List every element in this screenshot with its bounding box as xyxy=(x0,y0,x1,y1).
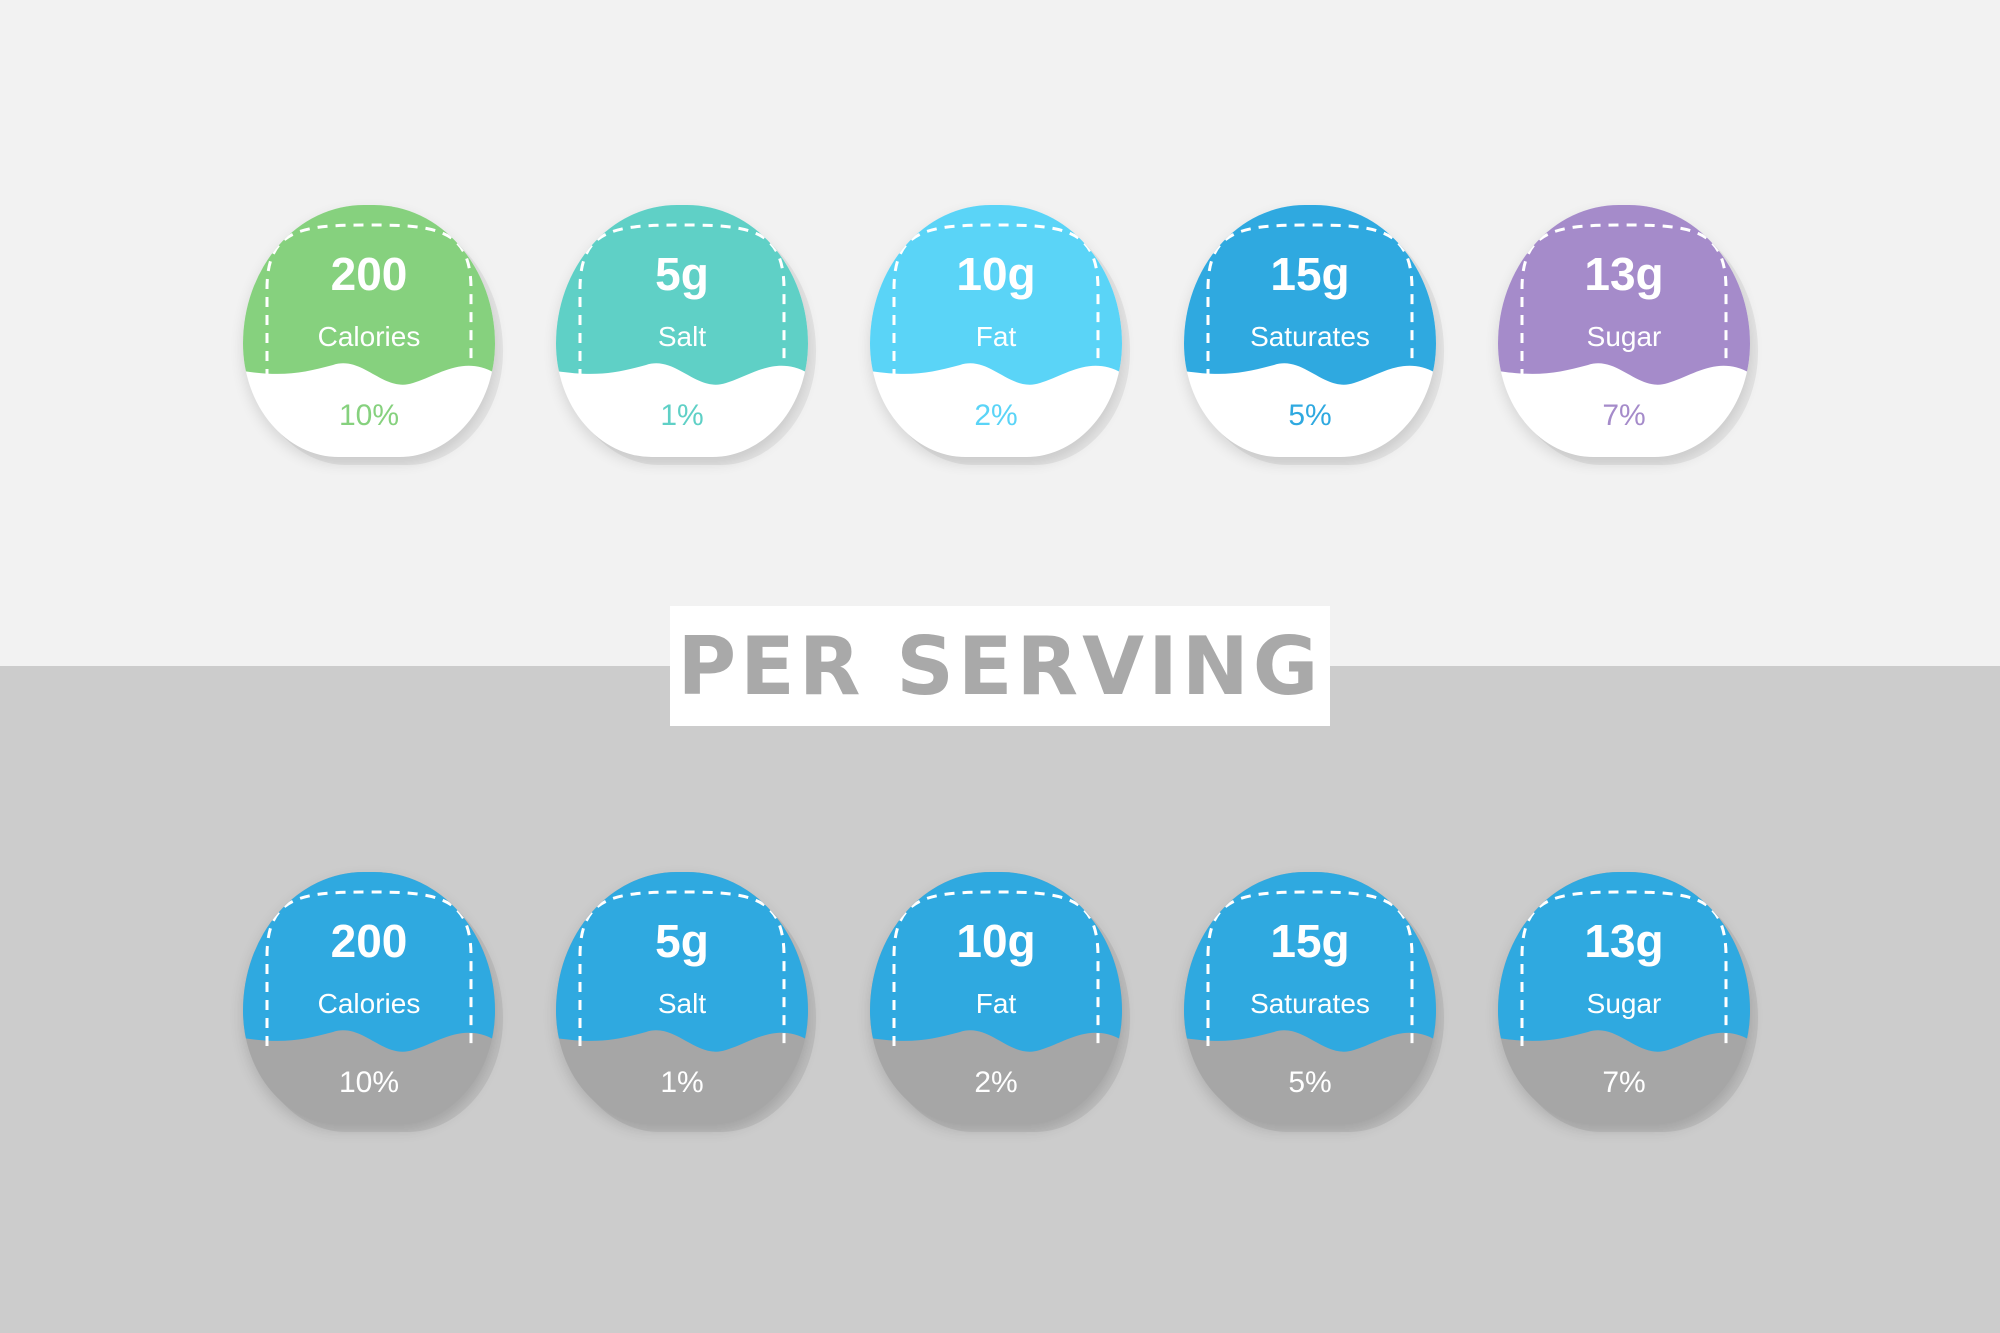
dashed-border xyxy=(1520,223,1728,379)
wave-fill xyxy=(1184,205,1436,385)
daily-percent: 5% xyxy=(1288,399,1332,432)
daily-percent: 5% xyxy=(1288,1066,1332,1099)
top-badge-row: 200 Calories 10% 5g Salt 1% 10g Fat 2% 1… xyxy=(0,205,2000,465)
wave-fill xyxy=(243,872,495,1052)
daily-percent: 7% xyxy=(1602,1066,1646,1099)
saturates-badge: 15g Saturates 5% xyxy=(1184,205,1436,457)
daily-percent: 10% xyxy=(338,399,400,432)
wave-fill xyxy=(243,205,495,385)
nutrient-label: Saturates xyxy=(1250,988,1370,1019)
daily-percent: 10% xyxy=(338,1066,400,1099)
calories-badge: 200 Calories 10% xyxy=(243,205,495,457)
nutrient-label: Saturates xyxy=(1250,321,1370,352)
nutrient-value: 13g xyxy=(1584,248,1664,300)
dashed-border xyxy=(578,223,786,379)
daily-percent: 2% xyxy=(974,399,1018,432)
nutrient-label: Fat xyxy=(975,988,1017,1019)
nutrient-label: Calories xyxy=(317,988,421,1019)
dashed-border xyxy=(265,223,473,379)
dashed-border xyxy=(1206,890,1414,1046)
wave-fill xyxy=(556,872,808,1052)
nutrient-value: 200 xyxy=(330,915,408,967)
nutrient-label: Salt xyxy=(657,321,707,352)
nutrient-value: 13g xyxy=(1584,915,1664,967)
nutrient-value: 10g xyxy=(956,248,1036,300)
bottom-badge-row: 200 Calories 10% 5g Salt 1% 10g Fat 2% 1… xyxy=(0,872,2000,1132)
daily-percent: 1% xyxy=(660,399,704,432)
dashed-border xyxy=(1520,890,1728,1046)
nutrient-value: 15g xyxy=(1270,915,1350,967)
dashed-border xyxy=(578,890,786,1046)
wave-fill xyxy=(556,205,808,385)
nutrient-value: 10g xyxy=(956,915,1036,967)
nutrient-value: 200 xyxy=(330,248,408,300)
wave-fill xyxy=(1184,872,1436,1052)
sugar-badge: 13g Sugar 7% xyxy=(1498,205,1750,457)
nutrient-value: 15g xyxy=(1270,248,1350,300)
banner-title: PER SERVING xyxy=(677,619,1323,713)
wave-fill xyxy=(1498,872,1750,1052)
nutrient-label: Calories xyxy=(317,321,421,352)
wave-fill xyxy=(870,205,1122,385)
nutrient-label: Salt xyxy=(657,988,707,1019)
per-serving-banner: PER SERVING xyxy=(670,606,1330,726)
saturates-badge: 15g Saturates 5% xyxy=(1184,872,1436,1124)
fat-badge: 10g Fat 2% xyxy=(870,872,1122,1124)
wave-fill xyxy=(870,872,1122,1052)
fat-badge: 10g Fat 2% xyxy=(870,205,1122,457)
wave-fill xyxy=(1498,205,1750,385)
nutrient-label: Fat xyxy=(975,321,1017,352)
nutrient-value: 5g xyxy=(655,915,709,967)
calories-badge: 200 Calories 10% xyxy=(243,872,495,1124)
daily-percent: 2% xyxy=(974,1066,1018,1099)
salt-badge: 5g Salt 1% xyxy=(556,205,808,457)
nutrient-value: 5g xyxy=(655,248,709,300)
daily-percent: 7% xyxy=(1602,399,1646,432)
dashed-border xyxy=(892,890,1100,1046)
sugar-badge: 13g Sugar 7% xyxy=(1498,872,1750,1124)
salt-badge: 5g Salt 1% xyxy=(556,872,808,1124)
dashed-border xyxy=(1206,223,1414,379)
nutrient-label: Sugar xyxy=(1586,988,1662,1019)
dashed-border xyxy=(265,890,473,1046)
dashed-border xyxy=(892,223,1100,379)
daily-percent: 1% xyxy=(660,1066,704,1099)
nutrient-label: Sugar xyxy=(1586,321,1662,352)
